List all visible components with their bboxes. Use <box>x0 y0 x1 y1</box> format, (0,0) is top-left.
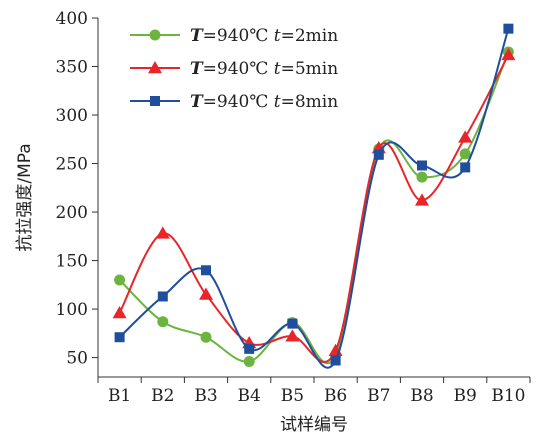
data-point <box>330 355 341 366</box>
x-tick-label: B8 <box>410 386 433 406</box>
legend-label-part: =8min <box>281 92 339 112</box>
x-tick-label: B2 <box>151 386 174 406</box>
legend-marker <box>150 96 160 106</box>
series-layer <box>112 23 516 369</box>
legend-item-2: T=940℃ t=5min <box>130 59 338 79</box>
data-point <box>501 47 516 61</box>
x-tick-label: B5 <box>281 386 304 406</box>
data-point <box>503 23 514 34</box>
y-tick-label: 250 <box>56 155 88 175</box>
legend-label-part: =5min <box>281 59 339 79</box>
x-tick-label: B9 <box>454 386 477 406</box>
data-point <box>114 274 126 286</box>
x-tick-label: B10 <box>491 386 525 406</box>
legend-label-part: =940℃ <box>203 59 274 79</box>
legend-label-part: t <box>274 26 281 46</box>
y-tick-label: 200 <box>56 203 88 223</box>
y-tick-label: 50 <box>66 349 88 369</box>
data-point <box>287 318 298 329</box>
legend-label: T=940℃ t=8min <box>190 92 338 112</box>
legend-label-part: T <box>190 92 204 112</box>
data-point <box>155 226 170 239</box>
data-point <box>416 171 428 183</box>
data-point <box>114 332 125 343</box>
legend-label: T=940℃ t=5min <box>190 59 338 79</box>
data-point <box>415 193 429 206</box>
legend-marker <box>148 61 162 74</box>
y-tick-label: 150 <box>56 252 88 272</box>
legend-item-3: T=940℃ t=8min <box>130 92 338 112</box>
data-point <box>157 316 169 328</box>
data-point <box>112 305 127 319</box>
legend-label: T=940℃ t=2min <box>190 26 338 46</box>
legend-label-part: =940℃ <box>203 92 274 112</box>
y-tick-label: 300 <box>56 106 88 126</box>
series-2 <box>112 47 516 363</box>
x-tick-label: B3 <box>194 386 217 406</box>
legend-label-part: t <box>274 92 281 112</box>
data-point <box>373 149 384 160</box>
legend-item-1: T=940℃ t=2min <box>130 26 338 46</box>
y-tick-label: 400 <box>56 9 88 29</box>
legend-label-part: T <box>190 26 204 46</box>
x-axis-title: 试样编号 <box>280 415 348 435</box>
y-tick-label: 100 <box>56 300 88 320</box>
data-point <box>200 331 212 343</box>
data-point <box>417 160 427 171</box>
legend-label-part: =940℃ <box>203 26 274 46</box>
data-point <box>244 343 255 354</box>
data-point <box>199 287 213 300</box>
axes: 50 100 150 200 250 300 350 400 B1 B2 B3 B4 B5 B6 B7 B8 B… <box>56 9 531 406</box>
data-point <box>460 162 471 173</box>
legend-label-part: T <box>190 59 204 79</box>
data-point <box>458 130 473 143</box>
x-tick-label: B6 <box>324 386 347 406</box>
data-point <box>285 329 300 342</box>
y-tick-label: 350 <box>56 58 88 78</box>
series-line <box>118 28 510 369</box>
x-tick-label: B4 <box>238 386 261 406</box>
data-point <box>201 265 211 276</box>
legend-label-part: =2min <box>281 26 339 46</box>
data-point <box>157 291 168 302</box>
x-tick-label: B7 <box>367 386 390 406</box>
y-axis-title: 抗拉强度/MPa <box>15 143 35 251</box>
data-point <box>459 148 471 160</box>
legend-marker <box>149 29 161 41</box>
series-3 <box>114 23 514 369</box>
data-point <box>243 355 255 367</box>
x-tick-label: B1 <box>108 386 131 406</box>
legend-label-part: t <box>274 59 281 79</box>
